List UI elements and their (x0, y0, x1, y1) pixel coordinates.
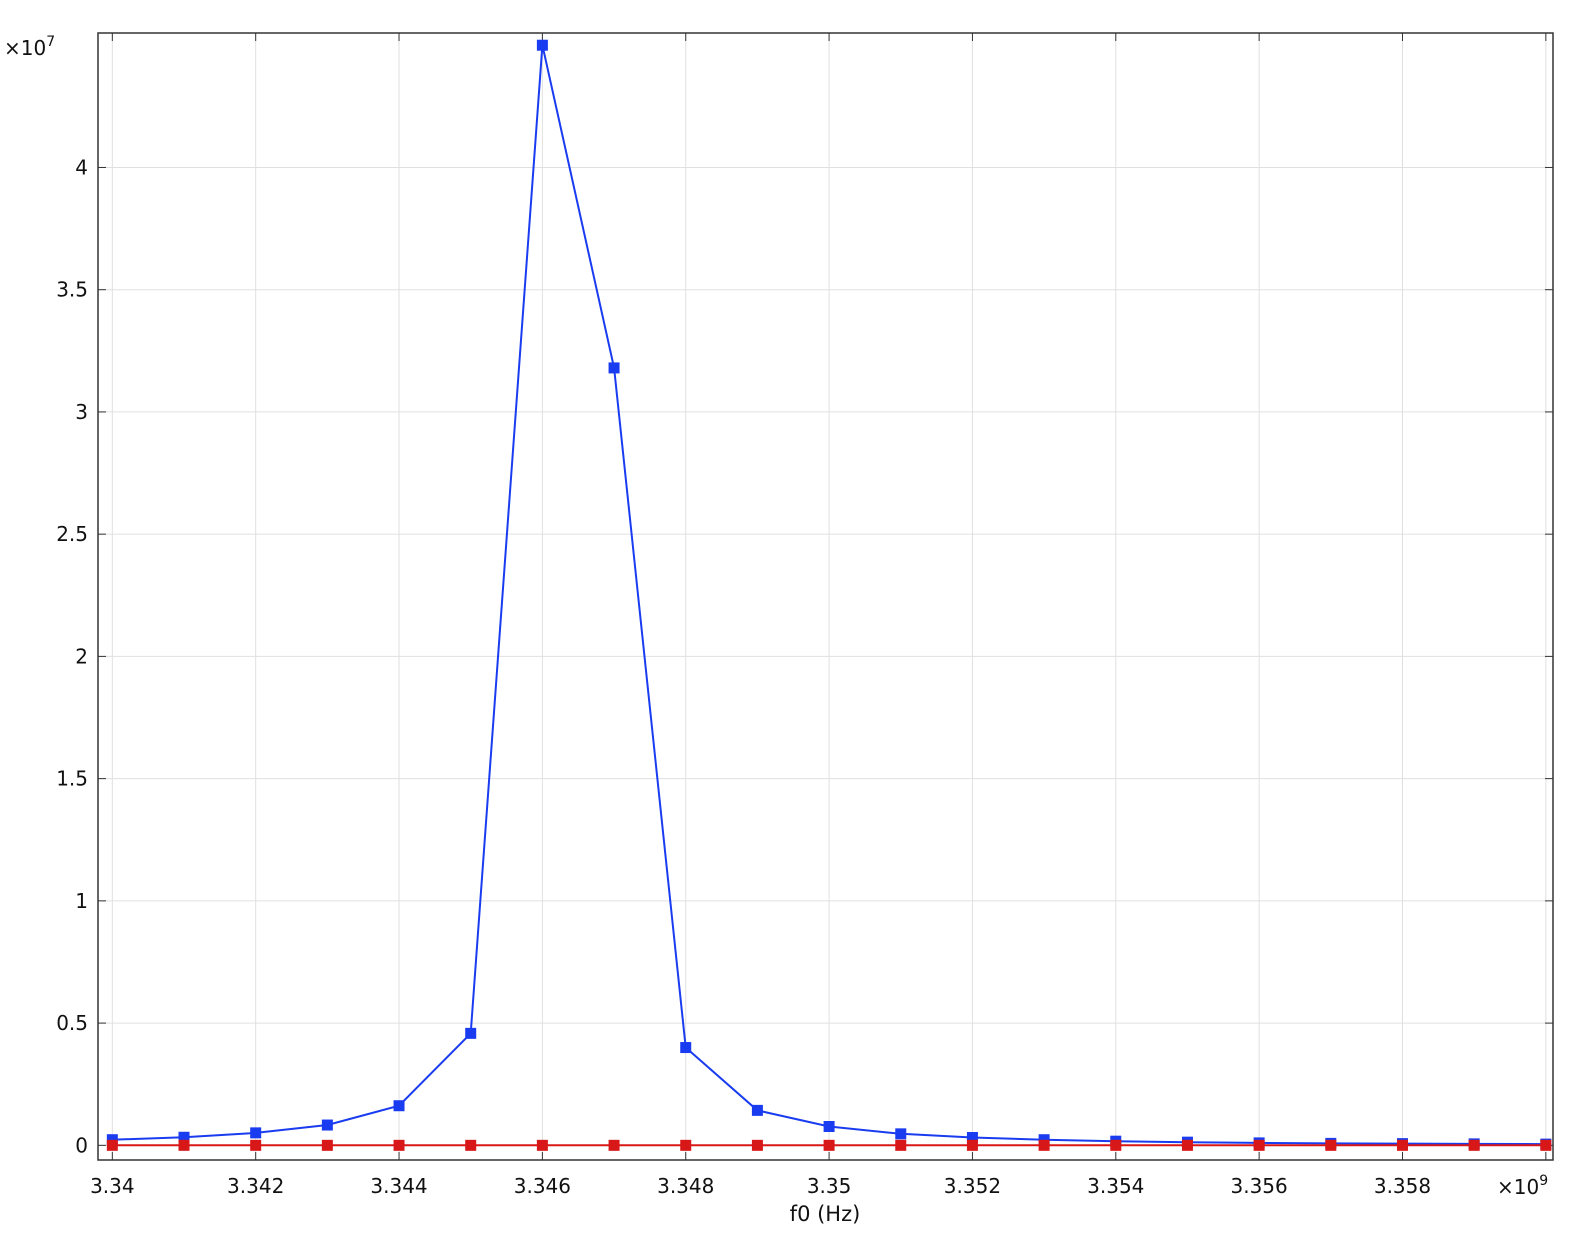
data-point-marker (1540, 1139, 1552, 1151)
y-tick-label: 3.5 (56, 278, 88, 302)
data-point-marker (1396, 1139, 1408, 1151)
data-point-marker (321, 1139, 333, 1151)
x-exponent-power: 9 (1539, 1173, 1548, 1189)
data-point-marker (465, 1139, 477, 1151)
data-point-marker (751, 1104, 763, 1116)
data-point-marker (106, 1134, 118, 1146)
series-1 (106, 39, 1552, 1150)
x-exponent-label: ×109 (1497, 1173, 1548, 1199)
x-tick-labels: 3.34 3.342 3.344 3.346 3.348 3.35 3.352 3.354 3.… (90, 1174, 1431, 1198)
data-point-marker (1468, 1139, 1480, 1151)
y-tick-label: 2.5 (56, 522, 88, 546)
y-tick-labels: 0 0.5 1 1.5 2 2.5 3 3.5 4 (56, 155, 88, 1157)
y-tick-label: 1.5 (56, 767, 88, 791)
x-axis-label: f0 (Hz) (790, 1202, 861, 1226)
data-point-marker (393, 1139, 405, 1151)
data-point-marker (321, 1119, 333, 1131)
series-2 (106, 1139, 1552, 1151)
x-tick-label: 3.356 (1231, 1174, 1288, 1198)
data-point-marker (1325, 1139, 1337, 1151)
data-point-marker (1110, 1139, 1122, 1151)
y-tick-label: 0 (75, 1133, 88, 1157)
data-point-marker (1038, 1134, 1050, 1146)
data-point-marker (608, 362, 620, 374)
axis-ticks (98, 33, 1553, 1160)
plot-frame (97, 32, 1554, 1161)
y-exponent-base: ×10 (4, 36, 46, 60)
x-tick-label: 3.358 (1374, 1174, 1431, 1198)
y-tick-label: 2 (75, 644, 88, 668)
x-tick-label: 3.344 (370, 1174, 427, 1198)
data-point-marker (1181, 1139, 1193, 1151)
data-point-marker (823, 1121, 835, 1133)
y-tick-label: 4 (75, 155, 88, 179)
data-point-marker (178, 1131, 190, 1143)
data-point-marker (680, 1139, 692, 1151)
data-point-marker (106, 1139, 118, 1151)
x-tick-label: 3.342 (227, 1174, 284, 1198)
x-tick-label: 3.354 (1087, 1174, 1144, 1198)
y-tick-label: 0.5 (56, 1011, 88, 1035)
data-point-marker (250, 1139, 262, 1151)
x-exponent-base: ×10 (1497, 1175, 1539, 1199)
data-point-marker (895, 1139, 907, 1151)
y-tick-label: 1 (75, 889, 88, 913)
y-exponent-label: ×107 (4, 34, 55, 60)
data-point-marker (966, 1132, 978, 1144)
y-tick-label: 3 (75, 400, 88, 424)
data-point-marker (1038, 1139, 1050, 1151)
data-point-marker (393, 1100, 405, 1112)
x-tick-label: 3.346 (514, 1174, 571, 1198)
data-point-marker (895, 1128, 907, 1140)
data-point-marker (465, 1027, 477, 1039)
data-point-marker (536, 39, 548, 51)
x-tick-label: 3.34 (90, 1174, 135, 1198)
data-point-marker (608, 1139, 620, 1151)
x-tick-label: 3.35 (807, 1174, 852, 1198)
x-tick-label: 3.348 (657, 1174, 714, 1198)
data-point-marker (680, 1042, 692, 1054)
data-point-marker (823, 1139, 835, 1151)
x-tick-label: 3.352 (944, 1174, 1001, 1198)
data-point-marker (536, 1139, 548, 1151)
data-point-marker (250, 1127, 262, 1139)
data-point-marker (966, 1139, 978, 1151)
data-point-marker (178, 1139, 190, 1151)
series-layer (106, 39, 1552, 1151)
data-point-marker (1253, 1139, 1265, 1151)
y-exponent-power: 7 (46, 34, 55, 50)
data-point-marker (751, 1139, 763, 1151)
